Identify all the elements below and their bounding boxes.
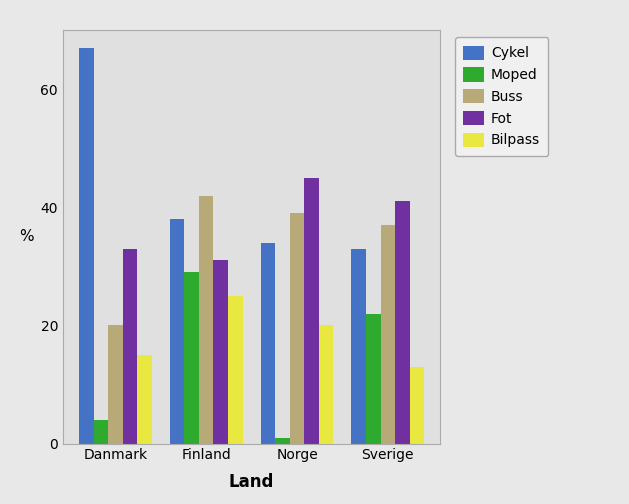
Bar	[199, 196, 213, 444]
Bar	[213, 261, 228, 444]
Bar	[94, 420, 108, 444]
Bar	[260, 243, 276, 444]
Bar	[228, 296, 243, 444]
Y-axis label: %: %	[19, 229, 34, 244]
Bar	[276, 437, 290, 444]
Bar	[319, 326, 333, 444]
Bar	[137, 355, 152, 444]
X-axis label: Land: Land	[229, 473, 274, 491]
Bar	[366, 313, 381, 444]
Bar	[108, 326, 123, 444]
Bar	[304, 178, 319, 444]
Legend: Cykel, Moped, Buss, Fot, Bilpass: Cykel, Moped, Buss, Fot, Bilpass	[455, 37, 548, 156]
Bar	[352, 248, 366, 444]
Bar	[184, 272, 199, 444]
Bar	[409, 367, 424, 444]
Bar	[79, 48, 94, 444]
Bar	[170, 219, 184, 444]
Bar	[381, 225, 395, 444]
Bar	[395, 202, 409, 444]
Bar	[290, 213, 304, 444]
Bar	[123, 248, 137, 444]
